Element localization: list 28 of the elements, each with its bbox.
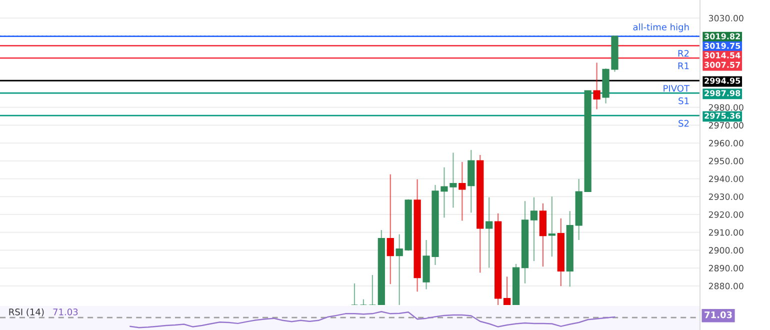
y-tick-label: 2950.00	[708, 158, 744, 164]
ref-line-label: S2	[678, 120, 689, 127]
ref-line-label: R2	[678, 50, 689, 57]
ref-line-label: R1	[678, 62, 689, 70]
text: 2975.36	[704, 112, 740, 119]
y-tick-label: 2940.00	[708, 176, 744, 182]
y-tick-label: 2890.00	[708, 264, 744, 272]
ref-line-label: S1	[678, 97, 689, 104]
text: 71.03	[704, 311, 732, 318]
text: 3019.82	[704, 33, 740, 40]
y-tick-label: 2920.00	[708, 211, 744, 218]
text: 3014.54	[704, 52, 740, 58]
y-tick-label: 2880.00	[708, 282, 744, 290]
annotation: 71.03	[53, 308, 78, 316]
y-tick-label: 2900.00	[708, 247, 744, 254]
text: 2987.98	[704, 90, 740, 96]
y-tick-label: 2930.00	[708, 193, 744, 200]
y-tick-label: 2970.00	[708, 122, 744, 129]
text: 3007.57	[704, 62, 740, 68]
chart-title: RSI (14)	[9, 308, 44, 316]
text: 2994.95	[704, 78, 740, 84]
y-tick-label: 2980.00	[708, 104, 744, 111]
y-tick-label: 2910.00	[708, 229, 744, 236]
ref-line-label: PIVOT	[664, 84, 690, 92]
y-tick-label: 2960.00	[708, 140, 744, 146]
text: 3019.75	[704, 42, 740, 49]
y-tick-label: 3030.00	[708, 14, 744, 22]
ref-line-label: all-time high	[633, 23, 689, 32]
